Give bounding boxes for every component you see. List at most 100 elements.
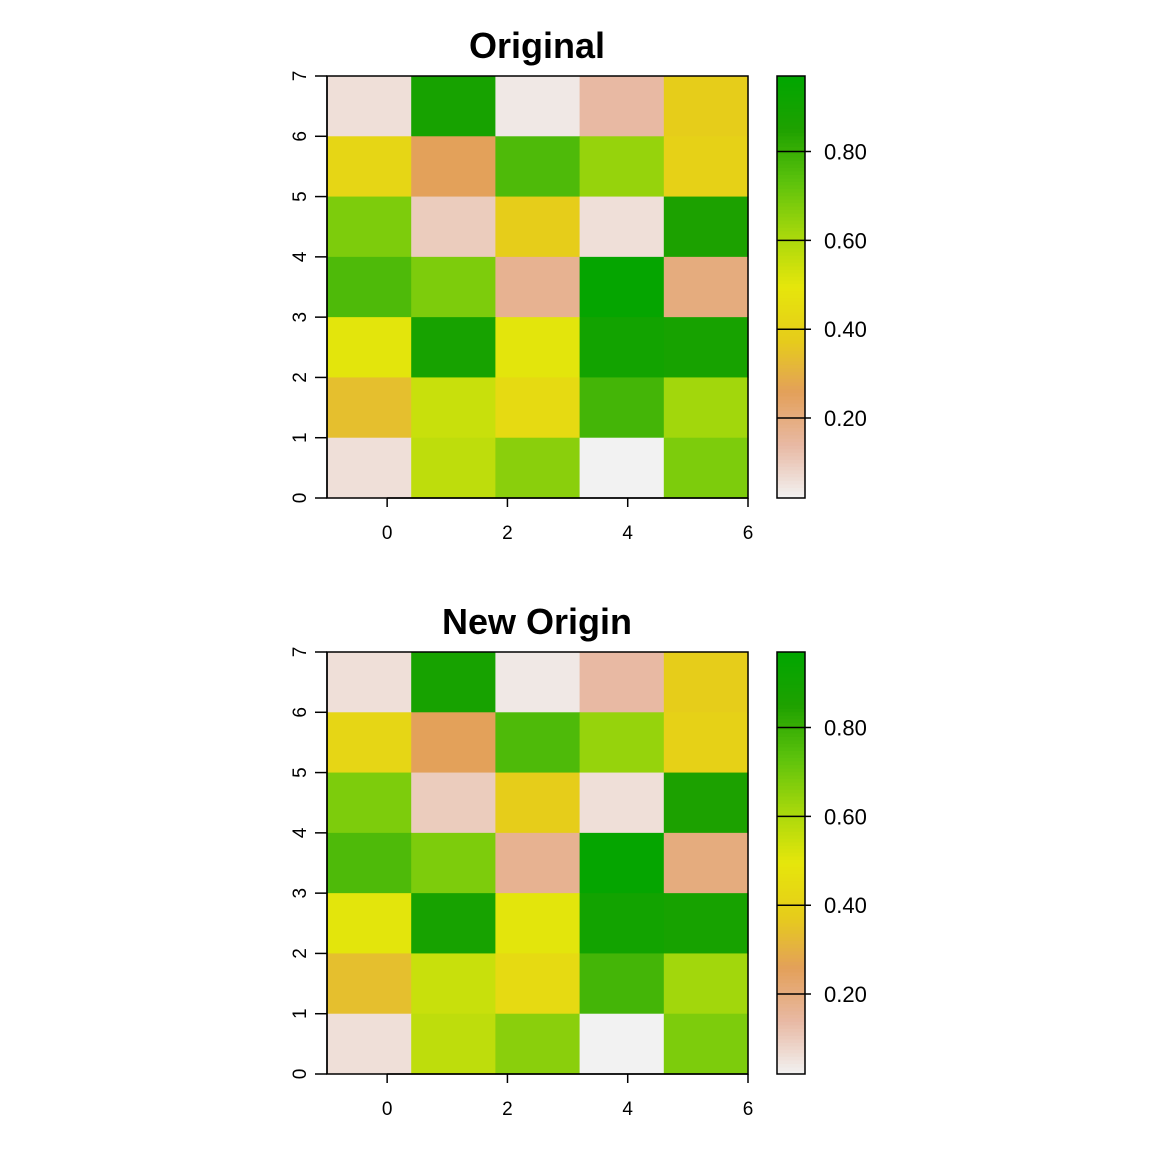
legend-color-step [777,887,805,892]
heatmap-cell [411,437,496,499]
legend-color-step [777,898,805,903]
heatmap-cell [327,893,412,955]
legend-color-step [777,901,805,906]
legend-color-step [777,107,805,112]
legend-color-step [777,855,805,860]
legend-color-step [777,476,805,481]
heatmap-cell [663,712,749,774]
legend-color-step [777,743,805,748]
legend-color-step [777,420,805,425]
legend-color-step [777,392,805,397]
legend-color-step [777,866,805,871]
legend-color-step [777,93,805,98]
heatmap-grid [327,76,749,499]
legend-color-step [777,438,805,443]
legend-color-step [777,676,805,681]
legend-color-step [777,673,805,678]
heatmap-cell [411,712,496,774]
legend-color-step [777,374,805,379]
legend-color-step [777,167,805,172]
heatmap-cell [663,76,749,137]
heatmap-cell [411,377,496,439]
legend-color-step [777,311,805,316]
legend-color-step [777,711,805,716]
y-tick-label: 0 [290,493,311,504]
legend-color-step [777,827,805,832]
legend-color-step [777,1028,805,1033]
legend-color-step [777,659,805,664]
legend-tick-label: 0.60 [824,228,867,253]
y-tick-label: 4 [290,827,311,838]
legend-color-step [777,683,805,688]
legend-color-step [777,153,805,158]
legend-color-step [777,750,805,755]
heatmap-cell [327,437,412,499]
legend-color-step [777,662,805,667]
y-tick-label: 2 [290,372,311,383]
heatmap-cell [495,196,581,258]
legend-color-step [777,940,805,945]
legend-color-step [777,848,805,853]
legend-color-step [777,1024,805,1029]
legend-color-step [777,810,805,815]
legend-color-step [777,195,805,200]
legend-color-step [777,265,805,270]
legend-tick-label: 0.20 [824,406,867,431]
legend-color-step [777,746,805,751]
legend-color-step [777,192,805,197]
heatmap-cell [663,256,749,318]
heatmap-cell [663,893,749,955]
legend-color-step [777,100,805,105]
legend-color-step [777,701,805,706]
heatmap-cell [495,772,581,834]
heatmap-cell [411,832,496,894]
legend-color-step [777,371,805,376]
heatmap-cell [663,437,749,499]
heatmap-cell [327,136,412,198]
legend-color-step [777,877,805,882]
legend-color-step [777,694,805,699]
legend-color-step [777,1014,805,1019]
heatmap-cell [579,953,665,1015]
legend-color-step [777,487,805,492]
legend-color-step [777,768,805,773]
legend-color-step [777,234,805,239]
legend-color-step [777,128,805,133]
legend-tick-label: 0.60 [824,804,867,829]
legend-color-step [777,410,805,415]
legend-color-step [777,1021,805,1026]
legend-color-step [777,929,805,934]
legend-color-step [777,459,805,464]
legend-color-step [777,792,805,797]
legend-color-step [777,396,805,401]
legend-color-step [777,1052,805,1057]
heatmap-cell [579,377,665,439]
legend-color-step [777,114,805,119]
heatmap-cell [495,652,581,713]
legend-color-step [777,757,805,762]
legend-color-step [777,961,805,966]
legend-color-step [777,894,805,899]
panel-new-origin: New Origin 0 2 4 6 0 1 2 3 4 5 6 7 0.20 0.40 0.60 0.8… [290,601,867,1120]
legend-color-step [777,279,805,284]
x-axis: 0 2 4 6 [382,1073,754,1120]
heatmap-cell [327,1013,412,1075]
legend-color-step [777,104,805,109]
legend-color-step [777,364,805,369]
legend-color-step [777,954,805,959]
legend-color-step [777,1066,805,1071]
legend-color-step [777,652,805,657]
legend-color-step [777,690,805,695]
legend-color-step [777,353,805,358]
legend-color-step [777,125,805,130]
x-tick-label: 6 [743,1099,754,1120]
heatmap-cell [411,652,496,713]
legend-color-step [777,1035,805,1040]
legend-color-step [777,399,805,404]
legend-color-step [777,132,805,137]
legend-color-step [777,111,805,116]
legend-color-step [777,90,805,95]
heatmap-cell [327,712,412,774]
legend-color-step [777,979,805,984]
legend-color-step [777,413,805,418]
